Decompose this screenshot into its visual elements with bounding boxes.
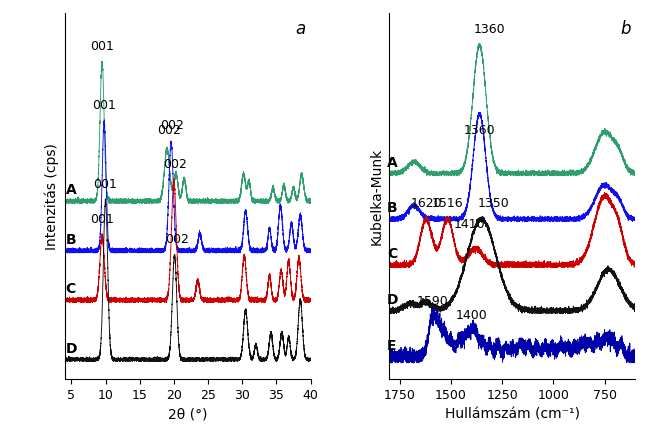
Text: a: a	[295, 20, 306, 38]
Y-axis label: Kubelka-Munk: Kubelka-Munk	[370, 147, 384, 245]
Text: A: A	[66, 183, 76, 197]
Text: 1400: 1400	[455, 309, 487, 322]
X-axis label: Hullámszám (cm⁻¹): Hullámszám (cm⁻¹)	[445, 408, 580, 422]
Text: B: B	[66, 233, 76, 247]
Y-axis label: Intenzitás (cps): Intenzitás (cps)	[45, 143, 59, 250]
Text: 001: 001	[92, 99, 116, 112]
Text: B: B	[387, 201, 398, 215]
Text: A: A	[387, 156, 398, 170]
Text: 002: 002	[161, 119, 184, 132]
Text: 1590: 1590	[417, 295, 448, 308]
Text: 1410: 1410	[453, 218, 485, 231]
Text: 1350: 1350	[477, 197, 509, 210]
Text: 1360: 1360	[464, 124, 495, 137]
Text: 002: 002	[165, 233, 189, 246]
Text: 1516: 1516	[432, 197, 463, 210]
Text: 001: 001	[90, 40, 114, 53]
Text: b: b	[620, 20, 630, 38]
Text: 1620: 1620	[410, 197, 442, 210]
Text: 001: 001	[90, 213, 114, 226]
Text: 1360: 1360	[473, 23, 505, 36]
Text: E: E	[387, 339, 397, 353]
Text: C: C	[66, 282, 75, 296]
Text: 001: 001	[94, 178, 117, 191]
Text: D: D	[387, 293, 399, 307]
Text: 002: 002	[157, 124, 181, 137]
Text: D: D	[66, 341, 77, 356]
Text: C: C	[387, 247, 397, 261]
Text: 002: 002	[163, 158, 187, 171]
X-axis label: 2θ (°): 2θ (°)	[168, 408, 207, 422]
